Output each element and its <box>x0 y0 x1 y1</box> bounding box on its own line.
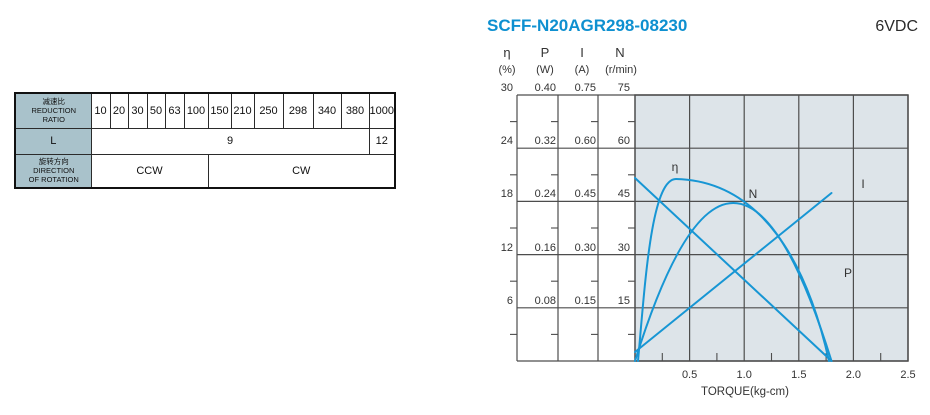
p-curve-label: P <box>844 266 852 280</box>
axis-eta-symbol: η <box>503 45 510 60</box>
ratio-cell: 210 <box>230 92 255 129</box>
axis-p-symbol: P <box>541 45 550 60</box>
l-value-main: 9 <box>90 127 370 155</box>
p-tick: 0.08 <box>535 295 556 307</box>
eta-curve-label: η <box>672 160 679 174</box>
ratio-cell: 298 <box>282 92 314 129</box>
axis-eta-unit: (%) <box>498 64 515 76</box>
direction-header: 旋转方向 DIRECTION OF ROTATION <box>14 153 92 189</box>
direction-header-zh: 旋转方向 <box>38 156 69 166</box>
reduction-ratio-header-zh: 减速比 <box>42 96 66 106</box>
eta-tick: 30 <box>501 82 513 94</box>
y-tick-labels: 30 24 18 12 6 0.40 0.32 0.24 0.16 0.08 0… <box>501 82 630 307</box>
plot-border <box>634 94 909 362</box>
i-tick: 0.75 <box>575 82 596 94</box>
axis-n-unit: (r/min) <box>605 64 637 76</box>
table-row-reduction-ratio: 减速比 REDUCTION RATIO 10 20 30 50 63 100 1… <box>14 92 396 129</box>
ratio-cell: 30 <box>127 92 148 129</box>
axis-i-symbol: I <box>580 45 584 60</box>
n-tick: 45 <box>618 188 630 200</box>
direction-ccw-cell: CCW <box>90 153 209 189</box>
ratio-cell: 380 <box>340 92 370 129</box>
n-tick: 15 <box>618 295 630 307</box>
chart-title: SCFF-N20AGR298-08230 <box>487 16 687 35</box>
reduction-ratio-header-en2: RATIO <box>42 115 65 125</box>
eta-tick: 18 <box>501 188 513 200</box>
p-tick: 0.16 <box>535 242 556 254</box>
axis-p-unit: (W) <box>536 64 554 76</box>
x-minor-ticks <box>661 353 882 361</box>
eta-tick: 24 <box>501 135 513 147</box>
n-tick: 60 <box>618 135 630 147</box>
table-row-direction: 旋转方向 DIRECTION OF ROTATION CCW CW <box>14 153 396 189</box>
l-header: L <box>14 127 92 155</box>
ratio-cell: 20 <box>109 92 129 129</box>
l-value-1000: 12 <box>368 127 396 155</box>
y-minor-ticks <box>510 121 635 335</box>
efficiency-curve-eta <box>637 177 830 362</box>
ratio-cell: 50 <box>146 92 166 129</box>
i-tick: 0.60 <box>575 135 596 147</box>
x-axis-title: TORQUE(kg-cm) <box>701 386 789 398</box>
x-tick: 1.5 <box>791 369 806 381</box>
p-tick: 0.24 <box>535 188 556 200</box>
ratio-cell: 150 <box>207 92 232 129</box>
reduction-ratio-header-en1: REDUCTION <box>31 106 77 116</box>
ratio-cell: 100 <box>183 92 209 129</box>
x-tick: 1.0 <box>737 369 752 381</box>
reduction-ratio-table: 减速比 REDUCTION RATIO 10 20 30 50 63 100 1… <box>14 92 396 189</box>
ratio-cell: 250 <box>253 92 284 129</box>
eta-tick: 6 <box>507 295 513 307</box>
i-tick: 0.45 <box>575 188 596 200</box>
p-tick: 0.40 <box>535 82 556 94</box>
reduction-ratio-header: 减速比 REDUCTION RATIO <box>14 92 92 129</box>
ratio-cell: 340 <box>312 92 342 129</box>
direction-header-en1: DIRECTION <box>33 165 75 175</box>
i-tick: 0.30 <box>575 242 596 254</box>
n-tick: 75 <box>618 82 630 94</box>
curve-labels: η N I P <box>672 160 865 280</box>
x-tick: 2.0 <box>846 369 861 381</box>
ratio-cell: 63 <box>164 92 185 129</box>
axis-i-unit: (A) <box>575 64 590 76</box>
n-tick: 30 <box>618 242 630 254</box>
n-curve-label: N <box>749 187 758 201</box>
axis-n-symbol: N <box>615 45 624 60</box>
i-tick: 0.15 <box>575 295 596 307</box>
direction-cw-cell: CW <box>207 153 396 189</box>
i-curve-label: I <box>861 177 864 191</box>
table-row-l: L 9 12 <box>14 127 396 155</box>
voltage-label: 6VDC <box>875 18 918 35</box>
x-tick: 2.5 <box>900 369 915 381</box>
eta-tick: 12 <box>501 242 513 254</box>
performance-chart: SCFF-N20AGR298-08230 6VDC η P I N (%) (W… <box>480 0 930 410</box>
x-axis-labels: 0.5 1.0 1.5 2.0 2.5 TORQUE(kg-cm) <box>682 369 916 398</box>
current-curve-i <box>634 192 833 353</box>
curves <box>634 177 833 362</box>
ratio-cell: 1000 <box>368 92 396 129</box>
speed-curve-n <box>634 177 833 362</box>
x-tick: 0.5 <box>682 369 697 381</box>
ratio-cell: 10 <box>90 92 111 129</box>
direction-header-en2: OF ROTATION <box>28 175 79 185</box>
power-curve-p <box>634 202 833 362</box>
y-axis-headers: η P I N (%) (W) (A) (r/min) <box>498 45 636 76</box>
p-tick: 0.32 <box>535 135 556 147</box>
